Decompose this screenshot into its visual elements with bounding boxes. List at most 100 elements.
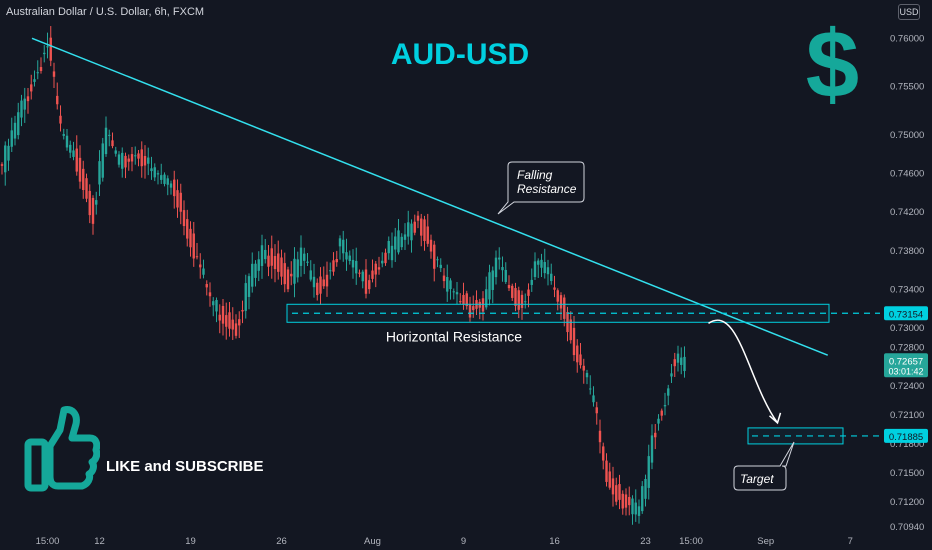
target-box xyxy=(747,427,844,445)
candle-body xyxy=(660,410,663,416)
candle-body xyxy=(504,269,507,283)
candle-body xyxy=(140,149,143,167)
candle-body xyxy=(108,134,111,136)
candle-body xyxy=(202,268,205,275)
candle-body xyxy=(231,319,234,330)
candle-body xyxy=(98,161,101,185)
current-price-tag xyxy=(884,353,928,378)
y-tick-label: 0.73000 xyxy=(890,323,924,334)
falling-resistance-callout xyxy=(497,161,585,215)
candle-body xyxy=(680,357,683,365)
candle-body xyxy=(400,236,403,248)
time-axis[interactable]: 15:00 12 19 26 Aug 9 16 23 15:00 Sep 7 xyxy=(36,536,853,547)
candle-body xyxy=(160,175,163,180)
candle-body xyxy=(13,122,17,139)
candle-body xyxy=(355,260,358,274)
candle-body xyxy=(127,158,130,162)
candle-body xyxy=(397,230,400,253)
candle-body xyxy=(442,275,446,282)
candle-body xyxy=(234,323,238,336)
x-tick-label: 26 xyxy=(276,536,287,547)
candle-body xyxy=(78,157,82,182)
candle-body xyxy=(403,234,407,240)
candle-body xyxy=(322,279,325,287)
candle-body xyxy=(43,52,46,55)
y-tick-label: 0.72800 xyxy=(890,342,924,353)
candle-body xyxy=(166,178,169,185)
candle-body xyxy=(199,264,202,268)
price-axis[interactable]: 0.76000 0.75500 0.75000 0.74600 0.74200 0.738… xyxy=(890,33,924,533)
candle-body xyxy=(498,257,501,260)
y-tick-label: 0.75500 xyxy=(890,82,924,93)
candle-body xyxy=(335,258,338,263)
y-tick-label: 0.72400 xyxy=(890,381,924,392)
candle-body xyxy=(329,270,332,272)
candle-body xyxy=(218,314,221,321)
candle-body xyxy=(608,471,611,488)
candle-body xyxy=(143,156,147,166)
symbol-title: Australian Dollar / U.S. Dollar, 6h, FXC… xyxy=(6,6,205,18)
candle-body xyxy=(670,373,673,377)
candle-body xyxy=(624,494,628,508)
candle-body xyxy=(59,115,62,124)
horizontal-resistance-label: Horizontal Resistance xyxy=(386,328,522,344)
candle-body xyxy=(176,190,179,208)
candle-body xyxy=(468,304,472,318)
candle-body xyxy=(150,168,153,172)
candle-body xyxy=(426,226,429,244)
candle-body xyxy=(582,365,585,371)
y-tick-label: 0.70940 xyxy=(890,522,924,533)
x-tick-label: 16 xyxy=(549,536,560,547)
candle-body xyxy=(283,263,286,285)
candle-body xyxy=(104,127,108,155)
candle-body xyxy=(472,306,475,311)
candle-body xyxy=(17,112,20,136)
x-tick-label: 15:00 xyxy=(36,536,60,547)
candle-body xyxy=(416,215,420,221)
candle-body xyxy=(455,292,459,295)
candle-body xyxy=(527,289,530,296)
candle-body xyxy=(569,319,572,341)
pair-title: AUD-USD xyxy=(390,38,530,71)
candle-body xyxy=(478,301,481,308)
candle-body xyxy=(462,295,465,305)
candle-body xyxy=(7,145,10,161)
candle-body xyxy=(485,289,488,308)
candle-body xyxy=(673,359,676,367)
currency-badge[interactable]: USD xyxy=(898,4,920,20)
candle-body xyxy=(117,154,121,165)
candle-body xyxy=(488,272,491,300)
candle-body xyxy=(221,305,225,324)
candle-body xyxy=(36,72,39,74)
candle-body xyxy=(205,284,208,288)
candle-body xyxy=(524,301,527,303)
candle-body xyxy=(306,261,309,263)
candle-body xyxy=(611,478,615,495)
candle-body xyxy=(592,395,595,403)
candle-body xyxy=(273,256,277,270)
candle-body xyxy=(615,485,618,502)
candle-body xyxy=(147,157,150,164)
candle-body xyxy=(634,502,637,515)
x-tick-label: 9 xyxy=(461,536,466,547)
candle-body xyxy=(332,260,335,272)
candle-body xyxy=(576,345,579,363)
y-tick-label: 0.76000 xyxy=(890,33,924,44)
candle-body xyxy=(264,249,267,260)
candle-body xyxy=(163,174,166,184)
candle-body xyxy=(605,460,608,482)
candle-body xyxy=(602,446,605,461)
candle-body xyxy=(683,356,686,372)
candle-body xyxy=(368,280,371,290)
candle-body xyxy=(358,272,361,274)
candle-body xyxy=(644,479,647,499)
target-callout xyxy=(733,441,795,491)
candle-body xyxy=(446,277,449,292)
candle-body xyxy=(49,37,52,61)
candle-body xyxy=(75,148,78,172)
candle-body xyxy=(260,245,264,267)
candle-body xyxy=(238,319,241,326)
x-tick-label: 12 xyxy=(94,536,105,547)
